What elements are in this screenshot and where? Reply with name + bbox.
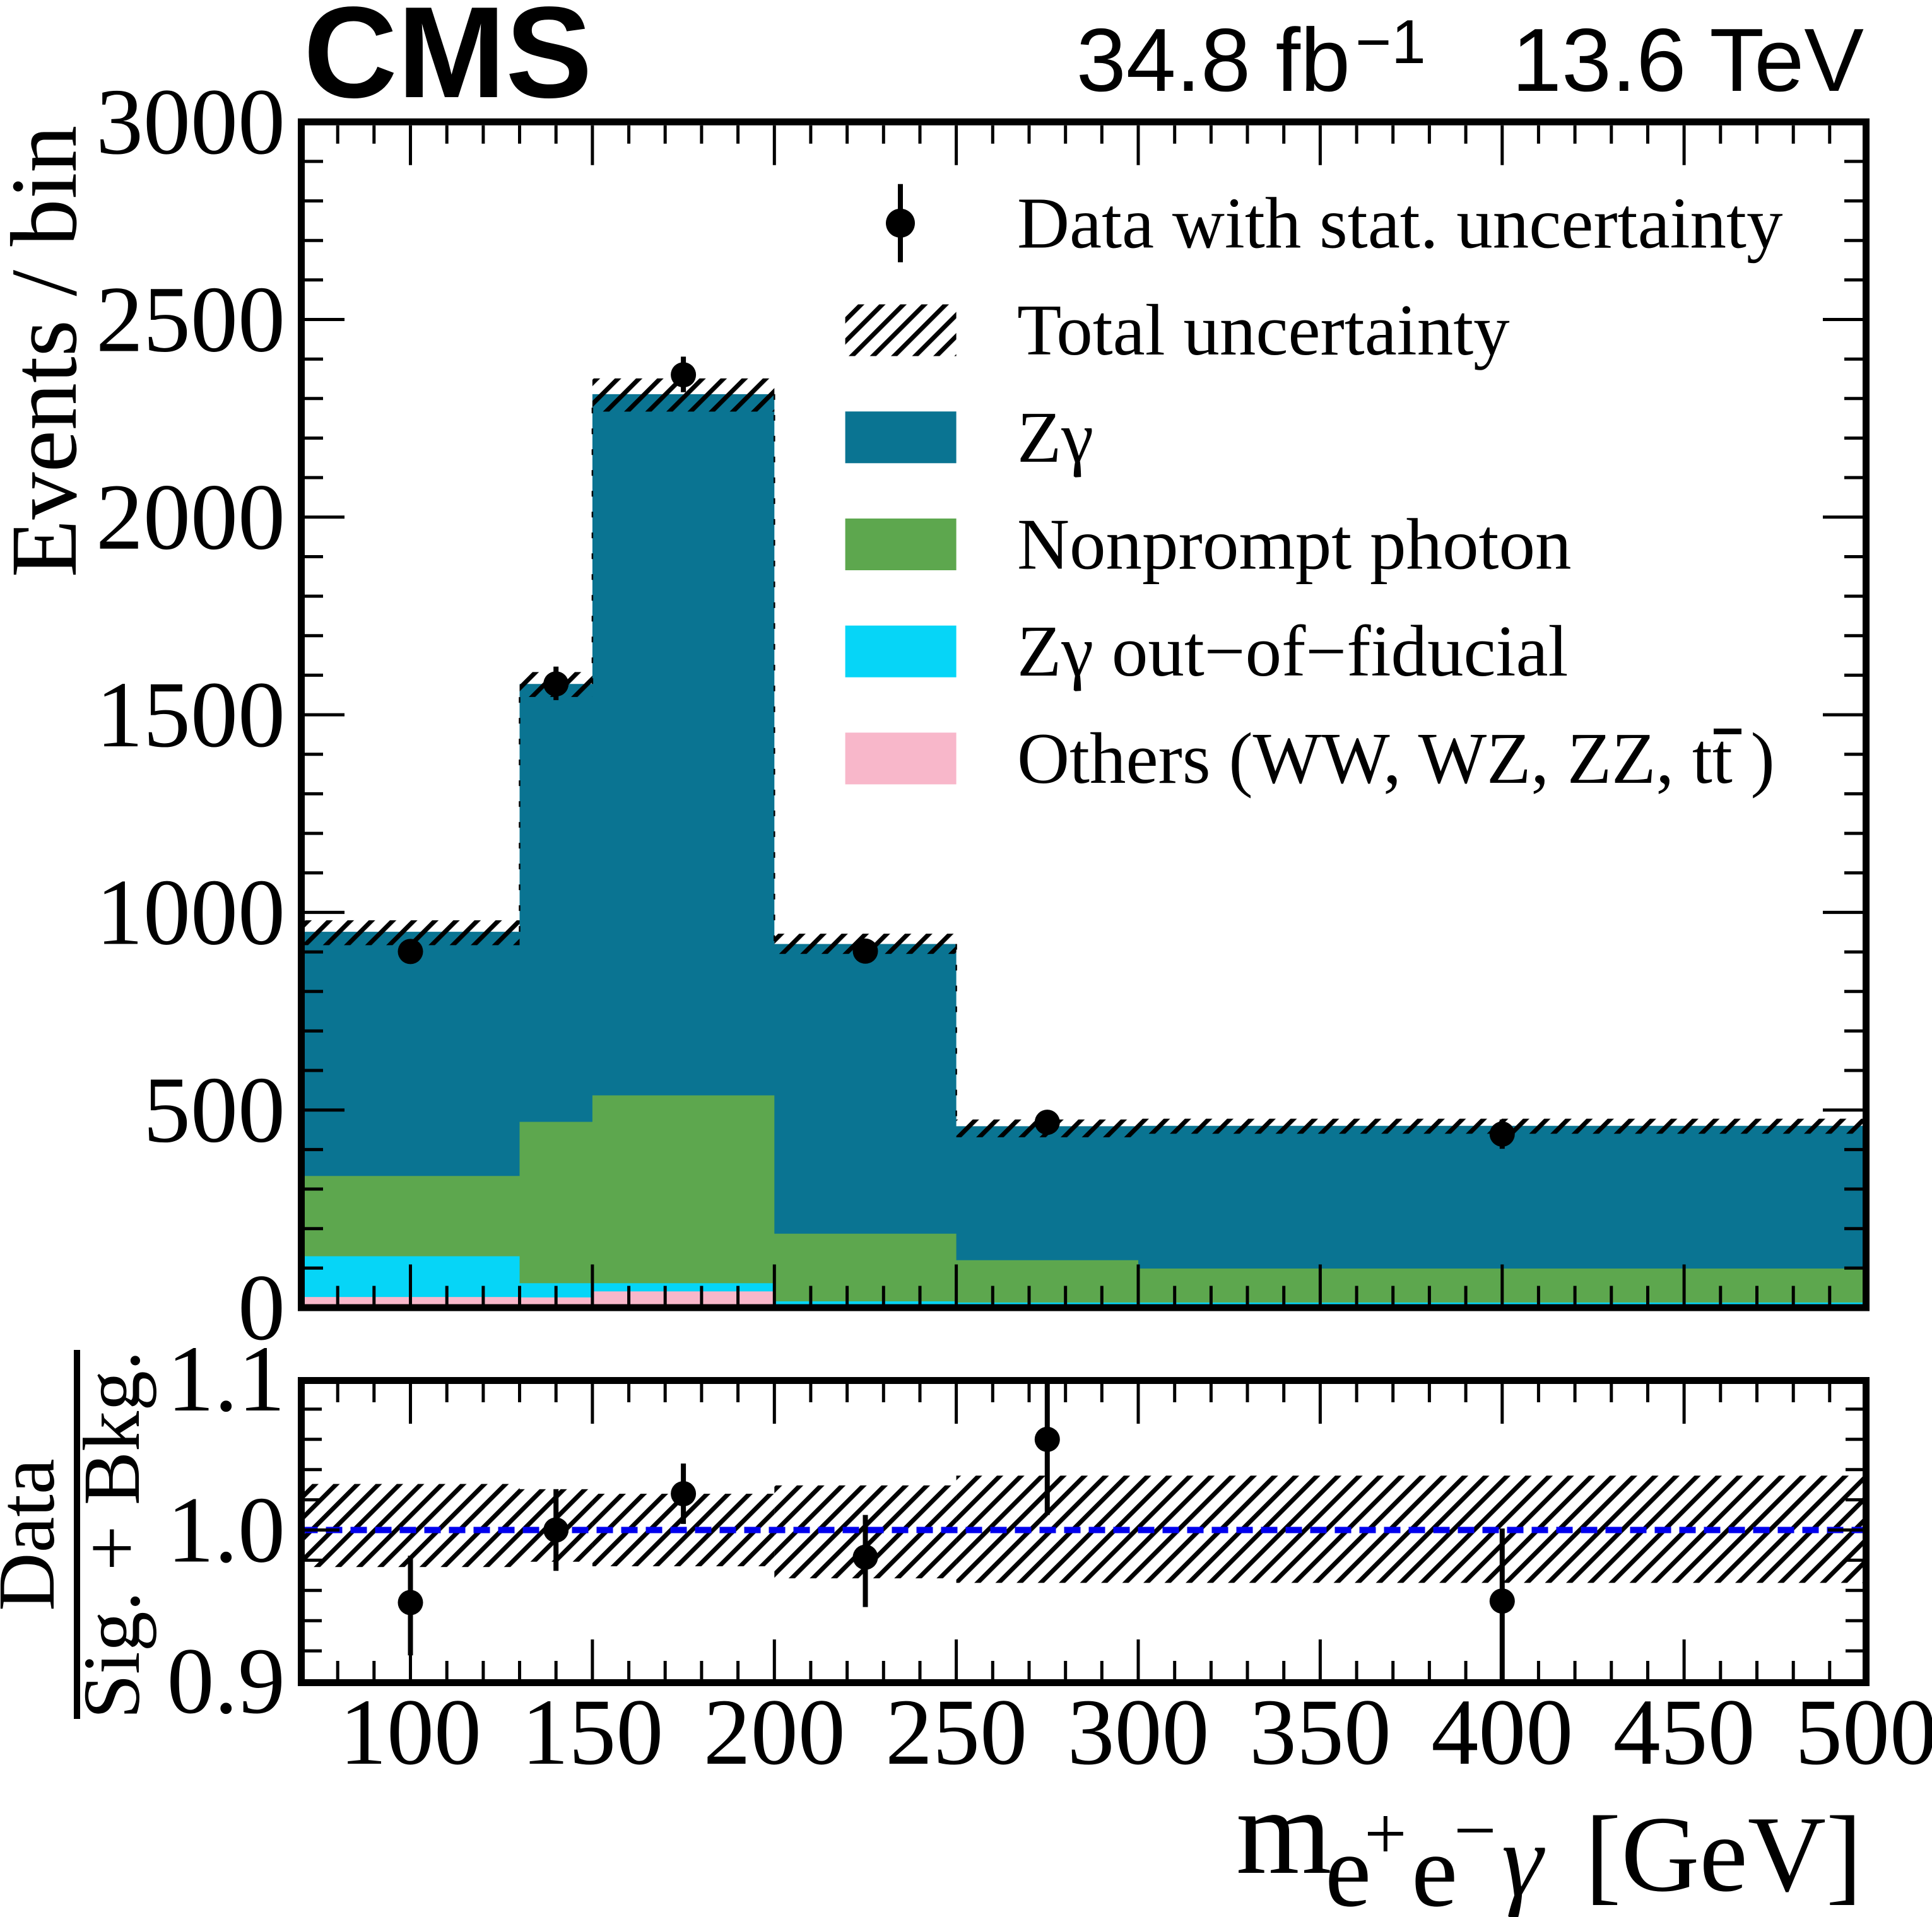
svg-text:200: 200 bbox=[704, 1680, 845, 1785]
svg-text:350: 350 bbox=[1249, 1680, 1391, 1785]
svg-text:Events / bin: Events / bin bbox=[0, 126, 97, 578]
svg-text:500: 500 bbox=[1795, 1680, 1932, 1785]
svg-text:250: 250 bbox=[885, 1680, 1027, 1785]
svg-text:−1: −1 bbox=[1355, 7, 1426, 76]
svg-text:2000: 2000 bbox=[96, 465, 285, 570]
svg-text:Others (WW, WZ, ZZ, tt ): Others (WW, WZ, ZZ, tt ) bbox=[1017, 718, 1775, 799]
svg-text:Total uncertainty: Total uncertainty bbox=[1017, 290, 1510, 370]
svg-text:1000: 1000 bbox=[96, 860, 285, 964]
svg-text:1500: 1500 bbox=[96, 662, 285, 767]
svg-text:450: 450 bbox=[1613, 1680, 1755, 1785]
svg-text:100: 100 bbox=[339, 1680, 481, 1785]
svg-text:Zγ: Zγ bbox=[1017, 397, 1093, 478]
svg-text:Sig. + Bkg.: Sig. + Bkg. bbox=[67, 1351, 156, 1719]
svg-text:1.0: 1.0 bbox=[167, 1478, 286, 1583]
svg-text:500: 500 bbox=[143, 1058, 285, 1163]
svg-text:300: 300 bbox=[1068, 1680, 1210, 1785]
svg-text:34.8 fb: 34.8 fb bbox=[1076, 10, 1350, 110]
svg-text:400: 400 bbox=[1431, 1680, 1573, 1785]
svg-text:Data with stat. uncertainty: Data with stat. uncertainty bbox=[1017, 183, 1783, 263]
svg-text:3000: 3000 bbox=[96, 69, 285, 174]
svg-text:Data: Data bbox=[0, 1458, 71, 1611]
svg-text:Zγ out−of−fiducial: Zγ out−of−fiducial bbox=[1017, 611, 1569, 691]
svg-text:0.9: 0.9 bbox=[167, 1629, 286, 1733]
svg-text:2500: 2500 bbox=[96, 267, 285, 372]
svg-text:me+e−γ[GeV]: me+e−γ [GeV] bbox=[1236, 1764, 1862, 1917]
svg-text:Nonprompt photon: Nonprompt photon bbox=[1017, 505, 1571, 585]
svg-text:CMS: CMS bbox=[303, 0, 592, 125]
svg-text:13.6 TeV: 13.6 TeV bbox=[1512, 10, 1864, 110]
svg-text:0: 0 bbox=[238, 1255, 285, 1360]
svg-text:150: 150 bbox=[521, 1680, 663, 1785]
svg-text:1.1: 1.1 bbox=[167, 1327, 286, 1431]
